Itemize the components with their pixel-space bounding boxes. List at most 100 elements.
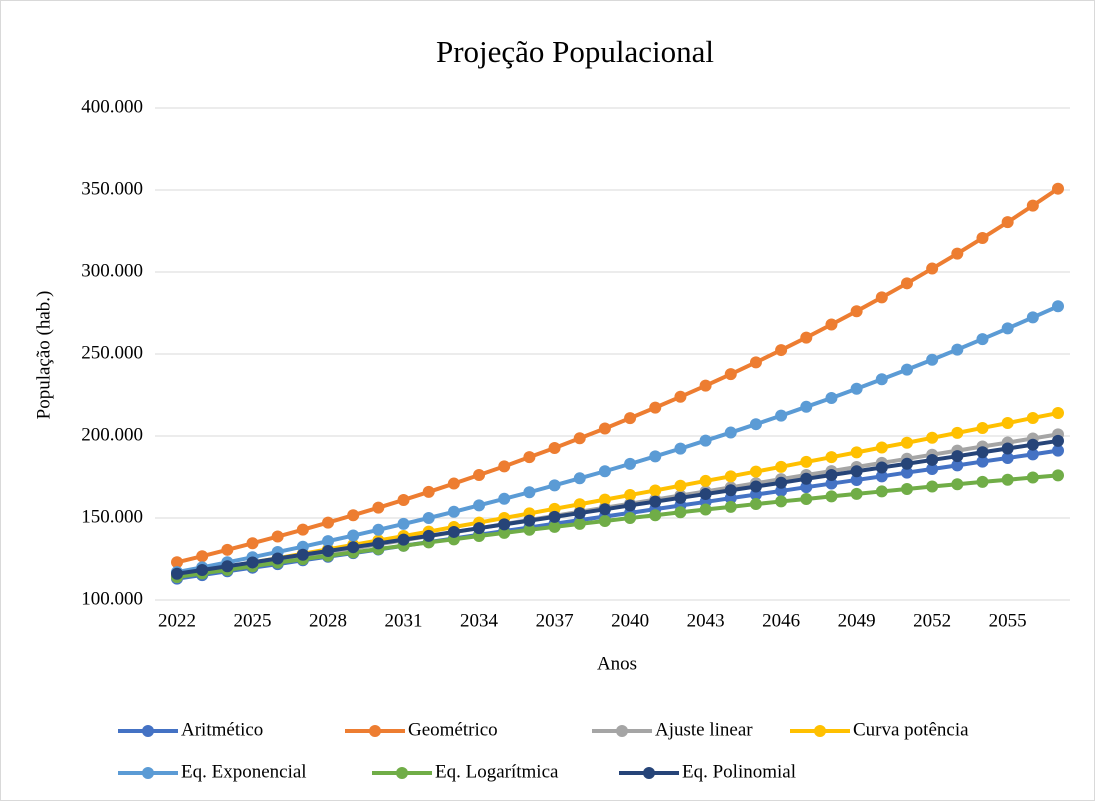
legend-marker (369, 725, 381, 737)
data-point (674, 491, 687, 504)
data-point (598, 493, 611, 506)
data-point (498, 526, 511, 539)
data-point (699, 434, 712, 447)
data-point (171, 567, 183, 580)
data-point (573, 472, 586, 485)
data-point (246, 537, 259, 550)
data-point (296, 548, 309, 561)
data-point (649, 484, 662, 497)
data-point (825, 477, 838, 490)
data-point (900, 436, 913, 449)
data-point (171, 556, 183, 569)
data-point (1001, 473, 1014, 486)
data-point (1026, 448, 1039, 461)
data-point (1052, 182, 1064, 195)
data-point (322, 544, 335, 557)
y-tick-label: 150.000 (81, 506, 143, 527)
data-point (573, 517, 586, 530)
data-point (875, 373, 888, 386)
data-point (775, 409, 788, 422)
data-point (800, 481, 813, 494)
data-point (749, 356, 762, 369)
data-point (926, 431, 939, 444)
data-point (674, 506, 687, 519)
data-point (523, 523, 536, 536)
data-point (775, 495, 788, 508)
data-point (875, 485, 888, 498)
data-point (548, 441, 561, 454)
data-point (724, 500, 737, 513)
data-point (1052, 434, 1064, 447)
data-point (422, 512, 435, 524)
data-point (900, 482, 913, 495)
x-tick-label: 2043 (687, 610, 725, 631)
data-point (372, 501, 385, 514)
data-point (598, 465, 611, 478)
legend-marker (396, 767, 408, 779)
data-point (926, 353, 939, 366)
y-tick-label: 250.000 (81, 342, 143, 363)
data-point (498, 492, 511, 505)
legend-marker (814, 725, 826, 737)
data-point (850, 473, 863, 486)
data-point (724, 484, 737, 497)
data-point (800, 455, 813, 468)
data-point (296, 523, 309, 536)
data-point (1026, 199, 1039, 212)
data-point (900, 466, 913, 479)
x-axis-label: Anos (597, 653, 637, 674)
data-point (951, 343, 964, 356)
data-point (1026, 411, 1039, 424)
data-point (473, 522, 486, 535)
data-point (322, 516, 335, 529)
data-point (573, 507, 586, 520)
x-tick-label: 2025 (234, 610, 272, 631)
data-point (951, 478, 964, 491)
data-point (246, 556, 259, 569)
data-point (775, 476, 788, 489)
data-point (976, 455, 989, 468)
y-tick-label: 400.000 (81, 96, 143, 117)
data-point (498, 518, 511, 531)
data-point (850, 382, 863, 395)
data-point (850, 305, 863, 318)
data-point (422, 485, 435, 498)
data-point (850, 487, 863, 500)
data-point (624, 489, 637, 502)
data-point (598, 514, 611, 527)
data-point (221, 560, 234, 573)
data-point (749, 465, 762, 478)
data-point (196, 563, 209, 576)
data-point (926, 462, 939, 475)
data-point (397, 493, 410, 506)
x-tick-label: 2049 (838, 610, 876, 631)
data-point (347, 529, 360, 542)
y-axis-label: População (hab.) (33, 291, 54, 420)
data-point (1001, 216, 1014, 229)
x-tick-label: 2046 (762, 610, 800, 631)
legend-marker (643, 767, 655, 779)
data-point (976, 446, 989, 459)
data-point (196, 550, 209, 563)
data-point (699, 488, 712, 501)
y-tick-label: 350.000 (81, 178, 143, 199)
data-point (649, 450, 662, 463)
y-tick-label: 100.000 (81, 588, 143, 609)
data-point (624, 499, 637, 512)
data-point (1001, 322, 1014, 335)
data-point (649, 495, 662, 508)
data-point (825, 469, 838, 482)
data-point (624, 512, 637, 524)
data-point (951, 459, 964, 472)
y-tick-label: 200.000 (81, 424, 143, 445)
data-point (749, 418, 762, 431)
data-point (498, 460, 511, 473)
data-point (674, 442, 687, 455)
data-point (699, 474, 712, 487)
x-tick-label: 2037 (536, 610, 574, 631)
data-point (775, 460, 788, 473)
chart-title: Projeção Populacional (436, 34, 714, 69)
legend-label: Eq. Polinomial (682, 761, 796, 782)
data-point (900, 277, 913, 290)
